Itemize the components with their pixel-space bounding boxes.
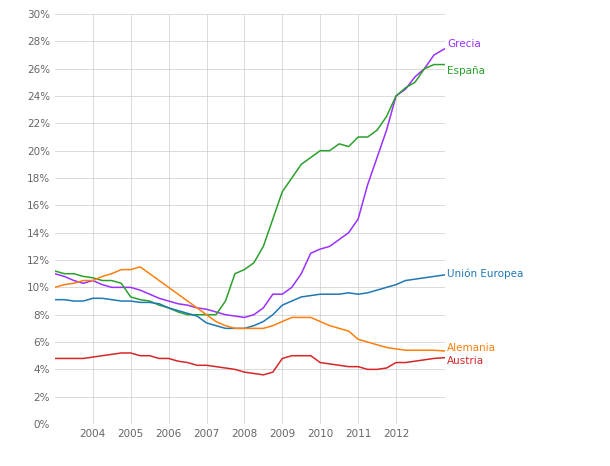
Text: Grecia: Grecia [447,39,481,49]
Text: Alemania: Alemania [447,343,496,352]
Text: España: España [447,66,485,76]
Text: Unión Europea: Unión Europea [447,268,523,279]
Text: Austria: Austria [447,356,484,366]
